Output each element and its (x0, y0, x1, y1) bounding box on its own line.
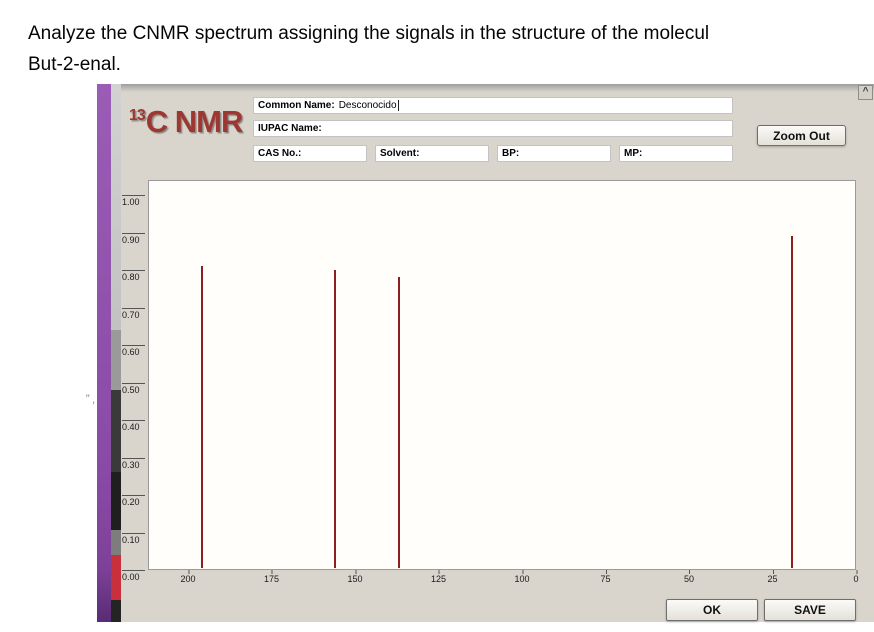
y-tick-label: 0.80 (122, 270, 145, 282)
y-tick-label: 0.40 (122, 420, 145, 432)
y-tick-label: 0.10 (122, 532, 145, 545)
logo-text: C NMR (145, 104, 244, 139)
x-tick-label: 175 (264, 570, 280, 584)
x-tick-label: 25 (767, 570, 778, 584)
solvent-label: Solvent: (380, 148, 420, 159)
x-axis: 200 175 150 125 100 75 50 25 0 (148, 570, 859, 590)
iupac-name-label: IUPAC Name: (258, 123, 322, 134)
app-logo: 13C NMR (129, 104, 244, 140)
ok-button[interactable]: OK (666, 599, 758, 621)
y-tick-label: 0.70 (122, 307, 145, 320)
y-tick-label: 0.00 (122, 570, 145, 582)
x-tick-label: 200 (180, 570, 196, 584)
task-prompt: Analyze the CNMR spectrum assigning the … (28, 18, 709, 80)
x-tick-label: 125 (431, 570, 447, 584)
save-button[interactable]: SAVE (764, 599, 856, 621)
common-name-field[interactable]: Common Name: Desconocido (253, 97, 733, 114)
x-tick-label: 100 (514, 570, 530, 584)
scroll-up-button[interactable]: ^ (858, 85, 873, 100)
common-name-value: Desconocido (338, 100, 397, 111)
y-tick-label: 1.00 (122, 195, 145, 207)
logo-superscript: 13 (129, 107, 146, 124)
bp-label: BP: (502, 148, 520, 159)
mp-label: MP: (624, 148, 643, 159)
compound-info-fields: Common Name: Desconocido IUPAC Name: CAS… (253, 97, 733, 167)
window-top-edge (121, 84, 874, 92)
desktop-purple-stripe (97, 84, 111, 622)
task-line-2: But-2-enal. (28, 54, 121, 75)
x-tick-label: 50 (684, 570, 695, 584)
strip-segment (111, 84, 121, 330)
nmr-peak (397, 277, 400, 568)
y-axis: 1.00 0.90 0.80 0.70 0.60 0.50 0.40 0.30 0.20 0.10… (121, 180, 146, 582)
bp-field[interactable]: BP: (497, 145, 611, 162)
x-tick-label: 0 (853, 570, 859, 584)
cas-number-field[interactable]: CAS No.: (253, 145, 367, 162)
y-tick-label: 0.20 (122, 495, 145, 507)
task-line-1: Analyze the CNMR spectrum assigning the … (28, 23, 710, 44)
iupac-name-field[interactable]: IUPAC Name: (253, 120, 733, 137)
mp-field[interactable]: MP: (619, 145, 733, 162)
zoom-out-button[interactable]: Zoom Out (757, 125, 846, 146)
background-artifact: ” , (85, 392, 96, 406)
x-tick-label: 75 (600, 570, 611, 584)
nmr-peak (790, 235, 793, 568)
solvent-field[interactable]: Solvent: (375, 145, 489, 162)
nmr-peak (201, 265, 204, 568)
y-tick-label: 0.90 (122, 232, 145, 245)
common-name-label: Common Name: (258, 100, 335, 111)
x-tick-label: 150 (347, 570, 363, 584)
strip-segment (111, 600, 121, 622)
embedded-screenshot: ” , ^ 13C NMR Common Name: Desconocido I… (85, 84, 874, 622)
strip-segment (111, 472, 121, 530)
plot-area (148, 180, 856, 570)
chevron-up-icon: ^ (862, 86, 869, 97)
nmr-peak (334, 269, 337, 568)
y-tick-label: 0.50 (122, 382, 145, 395)
y-tick-label: 0.30 (122, 457, 145, 470)
strip-segment (111, 530, 121, 555)
strip-segment (111, 390, 121, 472)
text-cursor (397, 100, 399, 111)
spectrum-plot: 1.00 0.90 0.80 0.70 0.60 0.50 0.40 0.30 0.20 0.10… (122, 180, 859, 584)
cas-number-label: CAS No.: (258, 148, 302, 159)
strip-segment (111, 330, 121, 390)
nmr-app-window: ^ 13C NMR Common Name: Desconocido IUPAC… (121, 84, 874, 622)
strip-segment (111, 555, 121, 600)
y-tick-label: 0.60 (122, 345, 145, 357)
desktop-background-strip (111, 84, 121, 622)
